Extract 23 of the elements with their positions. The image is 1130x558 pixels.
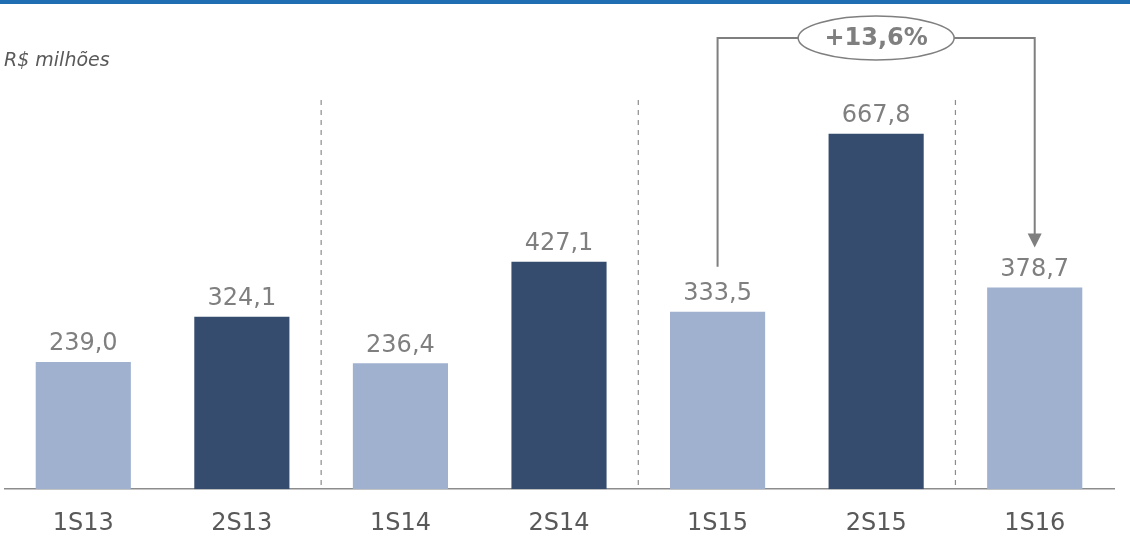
data-label: 236,4 (366, 329, 435, 358)
bar (511, 261, 607, 490)
data-label: 239,0 (48, 328, 118, 357)
data-label: 324,1 (207, 282, 277, 311)
bar (670, 311, 766, 490)
x-tick-label: 1S15 (687, 507, 749, 536)
bar (828, 133, 924, 490)
data-label: 378,7 (1000, 253, 1070, 282)
x-tick-label: 1S13 (52, 507, 114, 536)
bar (194, 316, 290, 490)
chart-subtitle: R$ milhões (4, 48, 110, 70)
x-tick-label: 2S14 (528, 507, 590, 536)
data-label: 427,1 (524, 228, 594, 257)
data-label: 333,5 (683, 277, 752, 306)
data-label: 667,8 (841, 99, 911, 128)
bar (352, 363, 448, 490)
bar (987, 287, 1083, 490)
x-tick-label: 1S14 (369, 507, 431, 536)
text: +13,6% (824, 23, 928, 52)
x-tick-label: 2S13 (211, 507, 273, 536)
x-tick-label: 1S16 (1004, 507, 1066, 536)
x-tick-label: 2S15 (845, 507, 907, 536)
bar (35, 361, 131, 490)
